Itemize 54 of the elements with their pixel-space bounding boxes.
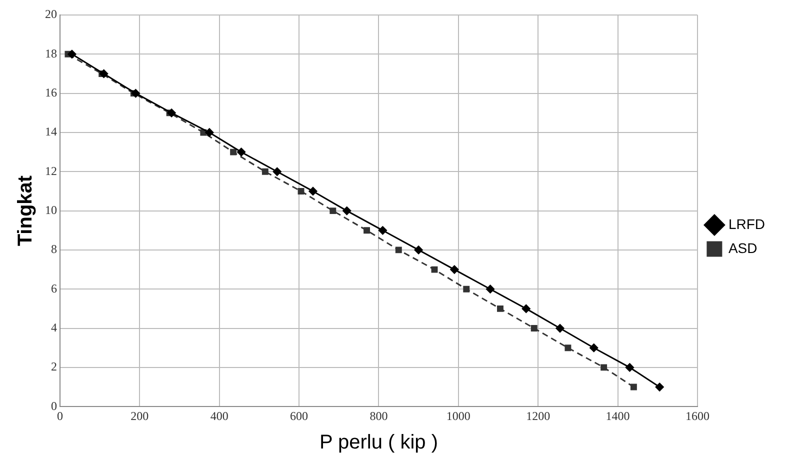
point [414,246,423,254]
y-tick-label: 20 [45,7,57,22]
point [486,284,495,294]
point [342,206,352,216]
point [497,305,504,312]
point [378,226,387,235]
point [262,168,268,175]
y-tick-label: 6 [51,281,57,296]
x-axis-title: P perlu ( kip ) [319,432,438,454]
point [556,324,564,333]
y-tick-label: 4 [51,320,57,334]
point [237,148,246,156]
point [450,265,459,274]
y-tick-label: 10 [45,202,57,217]
y-tick-label: 18 [45,46,57,60]
x-tick-label: 600 [290,408,308,423]
x-tick-label: 200 [130,408,149,423]
point [167,108,176,118]
point [431,266,438,273]
point [395,246,402,254]
point [272,167,282,176]
point [308,186,318,196]
point [230,148,237,156]
point [600,364,608,371]
point [298,188,304,194]
point [364,227,370,234]
y-tick-label: 16 [45,85,57,100]
x-tick-label: 1200 [526,408,550,423]
point [100,69,108,78]
point [522,304,530,313]
y-tick-label: 8 [51,242,57,256]
point [530,325,538,332]
point [205,128,214,137]
x-tick-label: 1400 [606,408,630,423]
y-tick-label: 14 [45,124,57,139]
point [655,382,664,392]
y-tick-label: 12 [45,164,57,178]
point [590,344,598,352]
point [630,384,637,390]
point [564,344,572,352]
x-tick-label: 400 [210,408,228,423]
y-tick-label: 2 [51,360,57,374]
legend-label: LRFD [728,216,766,232]
x-tick-label: 800 [370,408,388,423]
point [625,363,634,372]
point [463,286,470,292]
point [68,50,76,58]
point [131,89,140,98]
point [330,208,336,214]
y-axis-title: Tingkat [14,175,37,246]
y-tick-label: 0 [51,398,57,413]
legend-label: ASD [728,240,758,256]
x-tick-label: 1000 [446,408,470,423]
x-tick-label: 1600 [685,408,710,423]
